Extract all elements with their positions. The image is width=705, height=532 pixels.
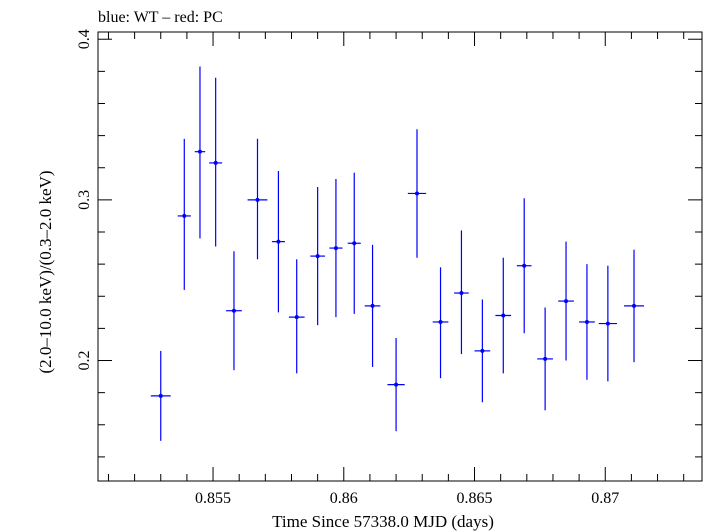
data-point [624,249,644,363]
data-point [516,198,532,334]
x-tick-label: 0.855 [195,490,231,507]
point-marker [255,197,260,202]
data-point [474,299,491,403]
y-tick-label: 0.3 [76,190,93,210]
data-point [329,178,343,318]
data-point [310,187,325,326]
point-marker [276,239,281,244]
data-points [150,66,644,441]
point-marker [501,313,506,318]
x-axis-tick-labels: 0.855 0.86 0.865 0.87 [195,490,619,507]
x-tick-label: 0.865 [457,490,493,507]
y-axis-tick-labels: 0.2 0.3 0.4 [76,29,93,370]
y-tick-label: 0.2 [76,351,93,371]
point-marker [294,315,299,320]
data-point [579,264,595,380]
point-marker [182,213,187,218]
data-point [537,307,553,411]
point-marker [315,254,320,259]
point-marker [352,241,357,246]
point-marker [213,160,218,165]
data-point [364,244,381,367]
point-marker [394,382,399,387]
x-tick-label: 0.87 [591,490,619,507]
y-axis-ticks [98,38,702,458]
point-marker [333,246,338,251]
y-tick-label: 0.4 [76,29,93,49]
legend-text: blue: WT – red: PC [98,9,223,26]
data-point [407,129,427,258]
data-point [387,338,405,432]
data-point [247,138,268,260]
point-marker [605,321,610,326]
point-marker [231,308,236,313]
data-point [347,172,361,314]
x-tick-label: 0.86 [330,490,358,507]
data-point [432,267,449,379]
point-marker [438,319,443,324]
point-marker [158,393,163,398]
data-point [495,257,512,374]
data-point [177,138,191,290]
point-marker [584,319,589,324]
point-marker [632,303,637,308]
plot-frame [97,31,703,482]
point-marker [414,191,419,196]
data-point [454,230,469,355]
data-point [209,77,223,247]
point-marker [543,356,548,361]
point-marker [480,348,485,353]
point-marker [197,149,202,154]
point-marker [459,291,464,296]
data-point [598,265,618,382]
data-point [226,251,242,371]
x-axis-label: Time Since 57338.0 MJD (days) [272,512,494,531]
point-marker [370,303,375,308]
point-marker [564,299,569,304]
data-point [271,170,285,313]
data-point [288,259,305,374]
data-point [150,350,171,441]
data-point [194,66,206,239]
x-axis-ticks [107,32,685,481]
data-point [558,241,574,361]
y-axis-label: (2.0–10.0 keV)/(0.3–2.0 keV) [36,170,55,373]
point-marker [522,263,527,268]
